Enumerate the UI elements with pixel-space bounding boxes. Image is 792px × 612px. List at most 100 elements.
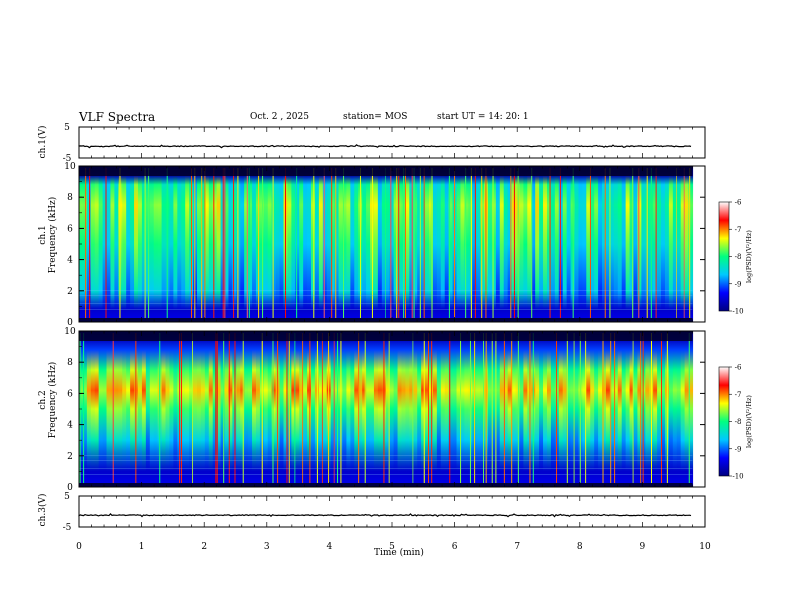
ch2-spectrogram-column <box>283 331 289 487</box>
ch1-spectrogram-column <box>314 166 320 322</box>
ch2-spectrogram-bottom-band <box>79 483 693 487</box>
ch1-spectrogram-column <box>421 166 426 322</box>
ch1-spectrogram-column <box>389 166 395 322</box>
ch2-spectrogram-column <box>503 331 509 487</box>
date-label: Oct. 2 , 2025 <box>250 112 309 122</box>
ch1-spectrogram-column <box>476 166 481 322</box>
x-tick-label: 1 <box>139 542 145 552</box>
ch1-spectrogram-column <box>196 166 202 322</box>
ch1-spectrogram-column <box>641 166 646 322</box>
ch2-spectrogram-ytick-label: 8 <box>67 358 73 368</box>
ch1-spectrogram-column <box>291 166 296 322</box>
ch1-spectrogram-column <box>444 166 450 322</box>
ch1-spectrogram-column <box>598 166 603 322</box>
ch2-spectrogram-column <box>594 331 599 487</box>
ch1-spectrogram-column <box>381 166 387 322</box>
ch2-spectrogram-column <box>173 331 178 487</box>
ch1-spectrogram-column <box>185 166 190 322</box>
ch2-spectrogram-column <box>495 331 501 487</box>
ch1-spectrogram-column <box>204 166 210 322</box>
ch2-spectrogram-colorbar <box>718 366 730 477</box>
ch2-spectrogram-column <box>346 331 351 487</box>
ch2-spectrogram-column <box>405 331 410 487</box>
ch2-spectrogram-column <box>299 331 304 487</box>
ch1-spectrogram-column <box>346 166 351 322</box>
ch1-spectrogram-column <box>460 166 465 322</box>
ch1-spectrogram-column <box>393 166 399 322</box>
ch1-spectrogram-ytick-label: 6 <box>67 224 73 234</box>
x-tick-label: 5 <box>389 542 395 552</box>
ch1-spectrogram-column <box>617 166 623 322</box>
ch2-spectrogram-column <box>661 331 666 487</box>
ch2-spectrogram-column <box>637 331 642 487</box>
ch2-spectrogram-column <box>220 331 226 487</box>
ch2-spectrogram-column <box>141 331 147 487</box>
ch1-spectrogram-column <box>118 166 123 322</box>
ch3-waveform-ytick-label: -5 <box>63 523 72 533</box>
ch1-spectrogram-column <box>586 166 591 322</box>
x-tick-label: 7 <box>514 542 520 552</box>
ch2-spectrogram-column <box>598 331 603 487</box>
ch2-spectrogram-column <box>621 331 627 487</box>
ch2-spectrogram-column <box>421 331 426 487</box>
ch1-spectrogram-column <box>130 166 135 322</box>
ch2-spectrogram-column <box>440 331 446 487</box>
ch2-spectrogram-column <box>102 331 108 487</box>
ch1-spectrogram-column <box>417 166 422 322</box>
ch2-spectrogram-colorbar-tick-label: -8 <box>735 418 742 426</box>
ch2-spectrogram-column <box>295 331 300 487</box>
ch1-spectrogram-column <box>558 166 564 322</box>
ch1-spectrogram-column <box>114 166 119 322</box>
ch2-spectrogram-column <box>523 331 528 487</box>
ch1-spectrogram-column <box>531 166 536 322</box>
ch2-spectrogram-column <box>688 331 694 487</box>
ch2-spectrogram-column <box>448 331 454 487</box>
ch2-spectrogram-column <box>189 331 194 487</box>
x-tick-label: 6 <box>452 542 458 552</box>
ch1-spectrogram-column <box>456 166 462 322</box>
ch2-spectrogram-column <box>432 331 438 487</box>
ch1-spectrogram-column <box>519 166 524 322</box>
ch1-spectrogram-column <box>503 166 509 322</box>
ch2-spectrogram-column <box>389 331 395 487</box>
ch2-spectrogram-column <box>200 331 206 487</box>
ch2-spectrogram-column <box>318 331 324 487</box>
ch1-spectrogram-column <box>472 166 477 322</box>
ch2-spectrogram-column <box>476 331 481 487</box>
ch2-spectrogram-column <box>417 331 422 487</box>
ch1-spectrogram-column <box>550 166 556 322</box>
ch1-spectrogram-column <box>633 166 639 322</box>
ch1-spectrogram-top-band <box>79 166 693 176</box>
ch1-spectrogram-column <box>122 166 127 322</box>
ch2-spectrogram-colorbar-label: log(PSD)(V²/Hz) <box>745 395 753 448</box>
ch2-spectrogram-column <box>657 331 662 487</box>
ch2-spectrogram-column <box>130 331 135 487</box>
ch1-spectrogram-column <box>303 166 308 322</box>
ch1-spectrogram-column <box>153 166 159 322</box>
ch2-spectrogram-column <box>519 331 524 487</box>
ch3-waveform-ytick-label: 5 <box>64 492 70 502</box>
ch2-spectrogram-column <box>645 331 650 487</box>
ch1-spectrogram-ytick-label: 8 <box>67 193 73 203</box>
ch1-spectrogram-colorbar-tick-label: -9 <box>735 280 742 288</box>
ch1-spectrogram-column <box>672 166 678 322</box>
ch1-spectrogram-column <box>602 166 607 322</box>
ch2-spectrogram-column <box>216 331 222 487</box>
ch1-spectrogram-column <box>161 166 167 322</box>
ch2-spectrogram-column <box>605 331 611 487</box>
ch2-spectrogram-column <box>244 331 249 487</box>
ch2-spectrogram-column <box>452 331 458 487</box>
ch1-spectrogram-column <box>653 166 658 322</box>
ch2-spectrogram-ytick-label: 0 <box>67 483 73 493</box>
ch1-spectrogram-column <box>126 166 131 322</box>
ch2-spectrogram-column <box>543 331 548 487</box>
ch2-spectrogram-column <box>373 331 379 487</box>
ch2-spectrogram-column <box>228 331 233 487</box>
ch1-spectrogram-column <box>350 166 355 322</box>
ch2-spectrogram-column <box>550 331 556 487</box>
x-tick-label: 4 <box>327 542 333 552</box>
ch1-spectrogram-column <box>173 166 178 322</box>
ch2-spectrogram-column <box>668 331 674 487</box>
ch2-spectrogram-column <box>185 331 190 487</box>
